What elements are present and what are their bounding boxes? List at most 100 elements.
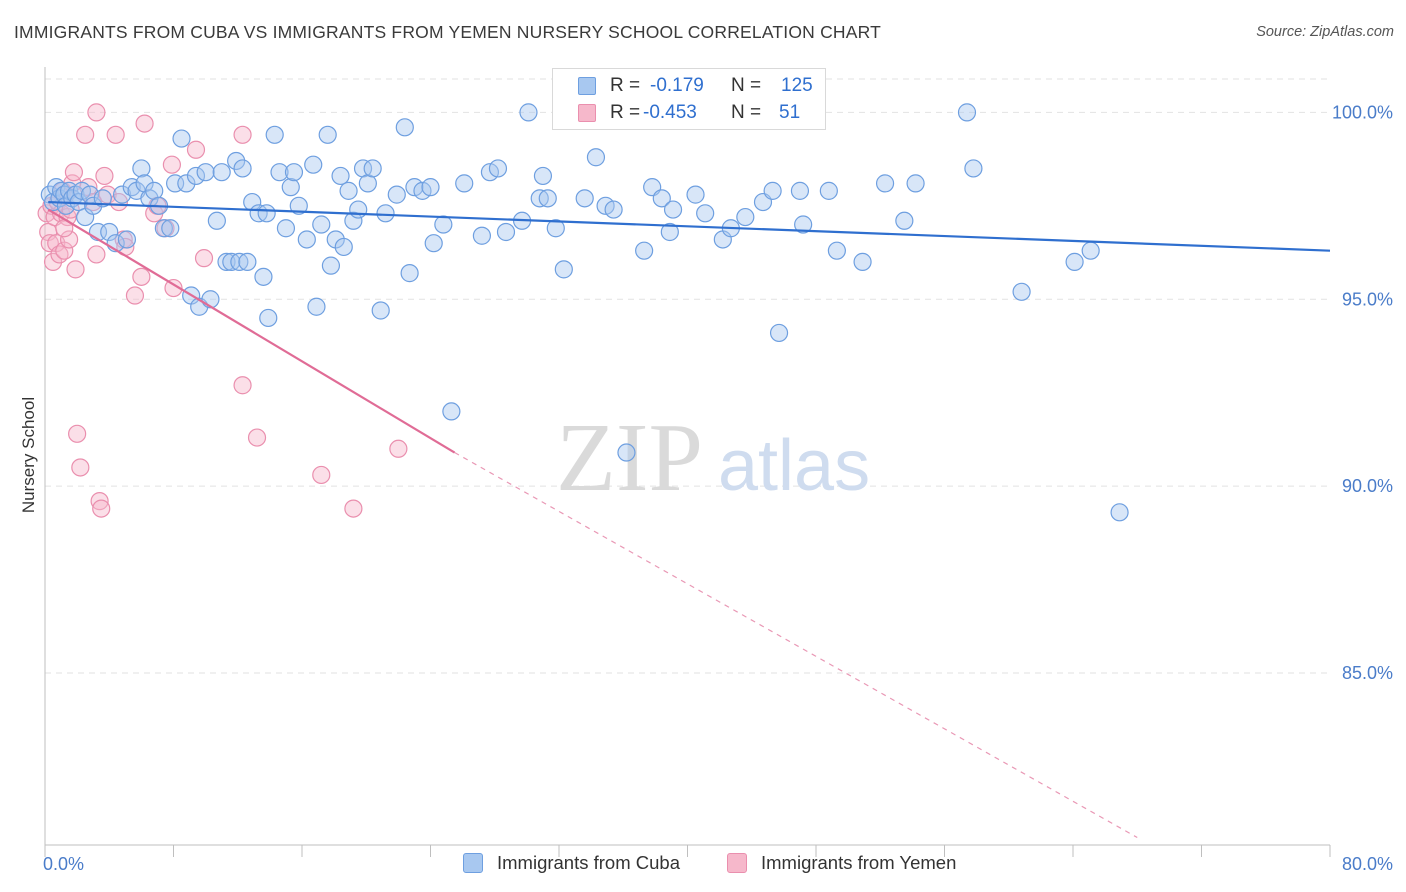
yemen-point: [66, 260, 85, 279]
cuba-point: [339, 181, 358, 200]
cuba-point: [819, 181, 838, 200]
legend-row-yemen: R = -0.453 N = 51: [553, 100, 827, 126]
cuba-point: [132, 159, 151, 178]
yemen-point: [389, 439, 408, 458]
yemen-point: [135, 114, 154, 133]
cuba-point: [400, 264, 419, 283]
cuba-point: [257, 204, 276, 223]
yemen-legend-label: Immigrants from Yemen: [761, 852, 957, 873]
yemen-trend-line: [47, 208, 456, 454]
cuba-point: [154, 219, 173, 238]
source-credit: Source: ZipAtlas.com: [1256, 24, 1394, 40]
cuba-point: [217, 252, 236, 271]
cuba-point: [1081, 241, 1100, 260]
legend-cuba-r: -0.179: [650, 75, 704, 96]
cuba-point: [546, 219, 565, 238]
cuba-point: [763, 181, 782, 200]
cuba-point: [827, 241, 846, 260]
cuba-point: [519, 103, 538, 122]
cuba-point: [387, 185, 406, 204]
cuba-point: [472, 226, 491, 245]
yemen-point: [186, 140, 206, 159]
y-tick-label: 90.0%: [1342, 476, 1393, 496]
cuba-legend-label: Immigrants from Cuba: [497, 852, 680, 873]
cuba-point: [769, 323, 789, 343]
cuba-point: [112, 185, 132, 204]
cuba-point: [696, 204, 715, 223]
yemen-trend-extension: [454, 452, 1138, 839]
cuba-point: [276, 219, 296, 238]
yemen-point: [71, 458, 90, 477]
cuba-point: [652, 189, 671, 208]
cuba-point: [304, 155, 323, 174]
yemen-point: [68, 424, 87, 443]
cuba-point: [321, 256, 341, 275]
yemen-point: [132, 267, 151, 286]
cuba-point: [424, 234, 443, 253]
cuba-point: [312, 215, 331, 234]
cuba-point: [794, 215, 813, 234]
cuba-point: [635, 241, 654, 260]
yemen-point: [43, 252, 63, 271]
cuba-point: [533, 166, 553, 186]
cuba-point: [1012, 282, 1031, 301]
cuba-point: [371, 301, 390, 320]
cuba-point: [660, 222, 679, 242]
cuba-point: [906, 174, 925, 193]
x-tick-label-max: 80.0%: [1342, 854, 1393, 874]
yemen-point: [55, 241, 74, 260]
cuba-point: [177, 174, 196, 193]
cuba-point: [586, 148, 606, 167]
axes: [44, 67, 1331, 857]
cuba-point: [442, 402, 461, 421]
legend-r-label: R =: [610, 102, 641, 123]
cuba-point: [617, 443, 636, 462]
cuba-point: [297, 230, 316, 249]
yemen-point: [164, 278, 183, 298]
cuba-point: [344, 211, 363, 230]
cuba-point: [895, 211, 914, 230]
y-tick-label: 95.0%: [1342, 289, 1393, 309]
yemen-point: [233, 376, 252, 395]
cuba-point: [233, 159, 252, 178]
legend-yemen-r: -0.453: [643, 102, 697, 123]
cuba-point: [227, 151, 246, 171]
cuba-point: [238, 252, 257, 271]
yemen-point: [59, 230, 79, 249]
chart-title: IMMIGRANTS FROM CUBA VS IMMIGRANTS FROM …: [14, 22, 882, 42]
cuba-points: [40, 103, 1129, 522]
cuba-point: [84, 196, 103, 215]
cuba-point: [259, 308, 278, 328]
yemen-point: [125, 286, 145, 305]
cuba-point: [663, 200, 683, 219]
cuba-point: [957, 103, 977, 122]
cuba-point: [875, 174, 895, 193]
cuba-point: [270, 163, 289, 182]
yemen-point: [92, 499, 111, 518]
cuba-point: [1065, 252, 1084, 271]
cuba-point: [395, 118, 414, 137]
cuba-point: [161, 219, 180, 238]
yemen-point: [194, 249, 214, 268]
cuba-point: [686, 185, 705, 204]
trend-lines: [47, 200, 1331, 839]
cuba-point: [496, 222, 516, 242]
cuba-point: [254, 267, 273, 286]
yemen-swatch: [578, 104, 596, 122]
cuba-point: [172, 129, 191, 148]
cuba-point: [538, 189, 557, 208]
cuba-point: [604, 200, 623, 219]
cuba-point: [1110, 503, 1129, 522]
cuba-point: [349, 200, 368, 219]
yemen-point: [344, 499, 363, 518]
legend-yemen-n: 51: [779, 102, 801, 123]
cuba-point: [196, 163, 215, 182]
yemen-point: [95, 166, 114, 186]
y-tick-label: 85.0%: [1342, 663, 1393, 683]
watermark-zip: ZIP: [556, 404, 703, 512]
x-tick-label-min: 0.0%: [43, 854, 84, 874]
cuba-legend-swatch: [463, 853, 483, 873]
cuba-point: [207, 211, 226, 230]
legend-n-label: N =: [731, 102, 762, 123]
